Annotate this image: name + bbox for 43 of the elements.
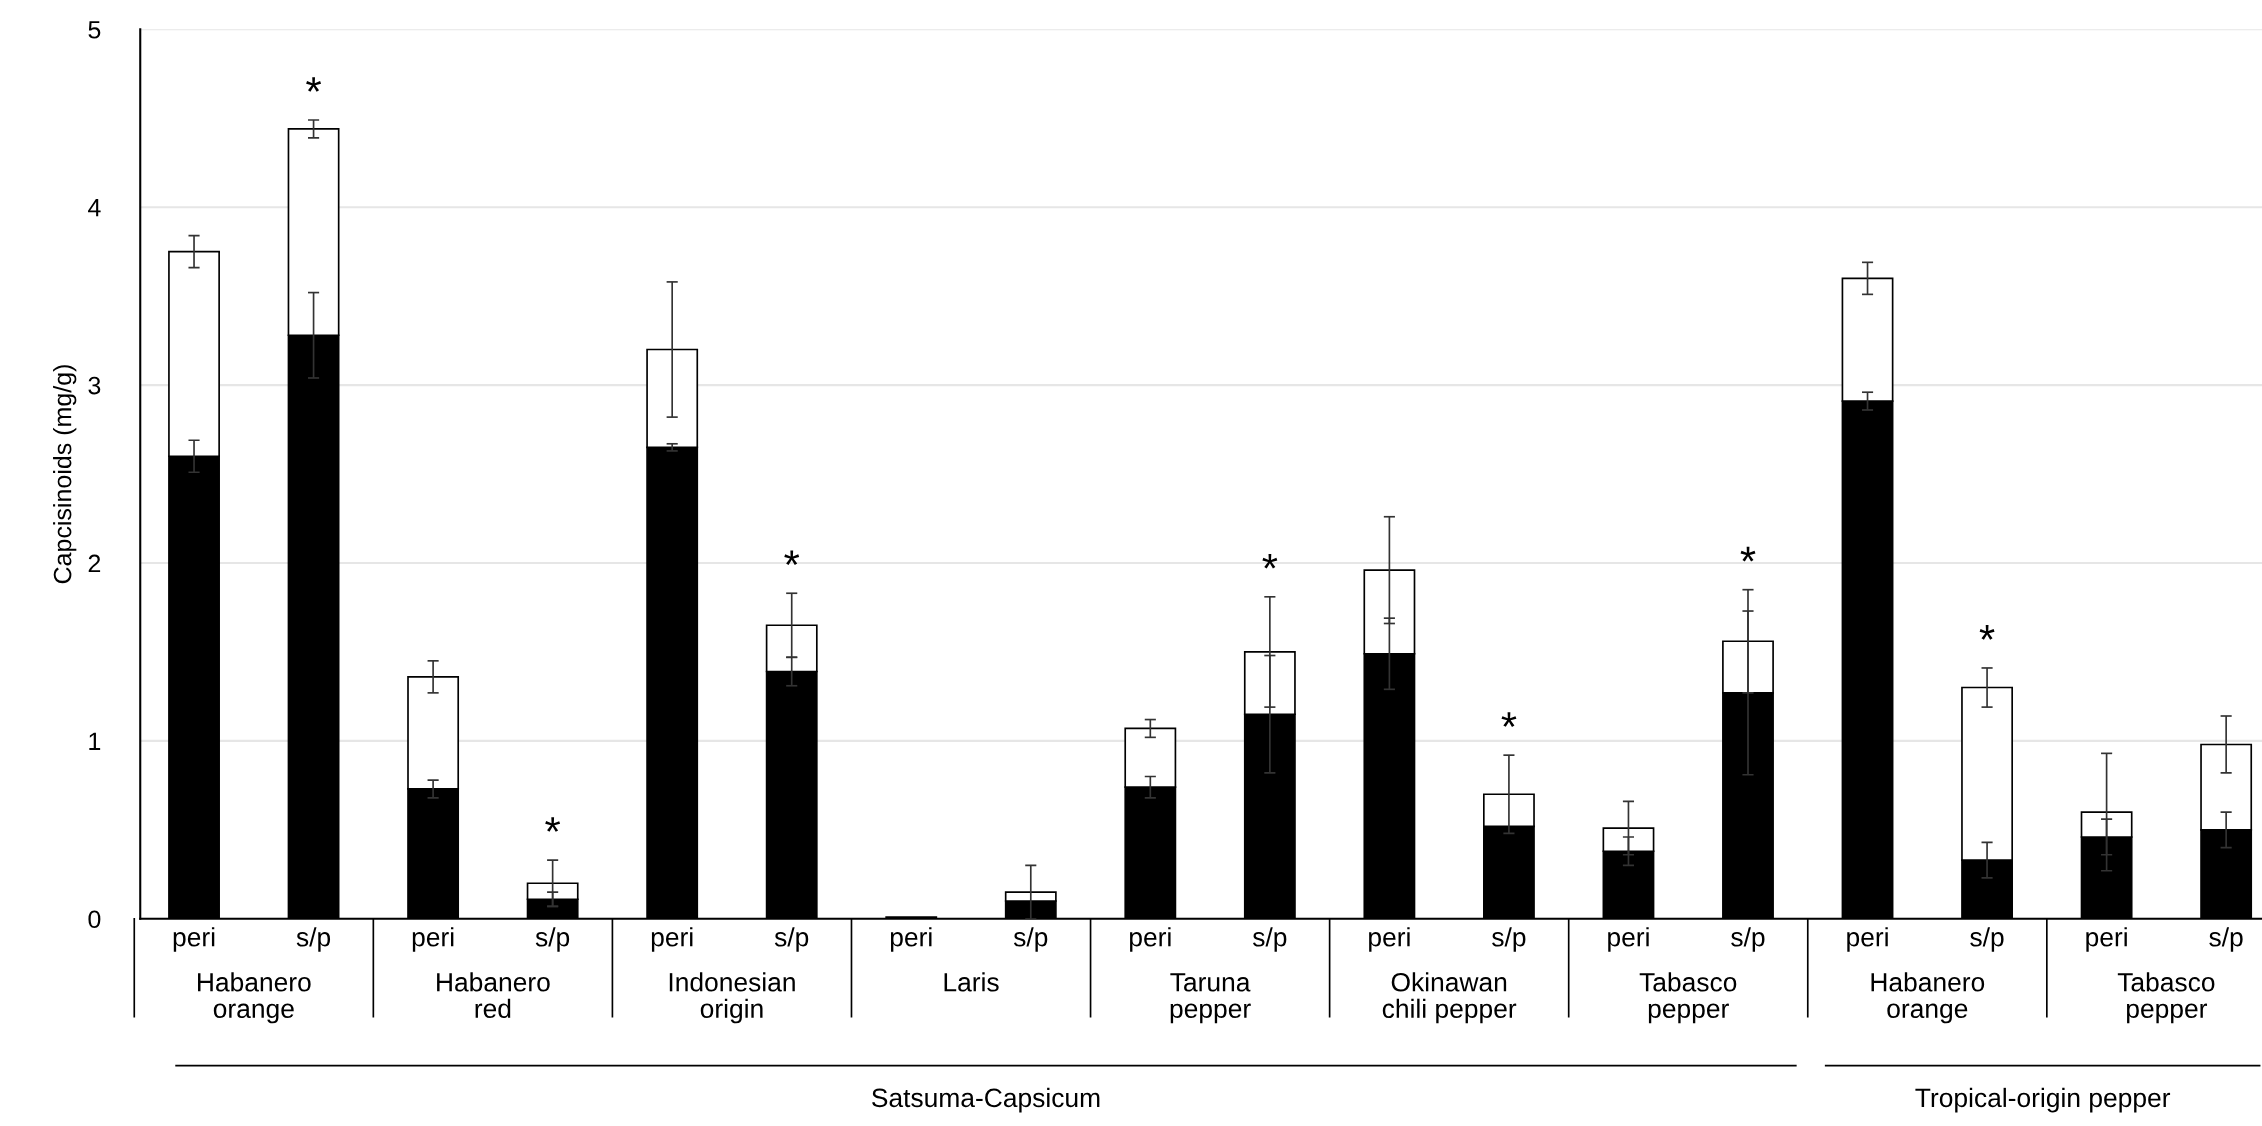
x-tick-label: peri [2086, 927, 2127, 952]
x-tick-label: peri [651, 927, 693, 952]
x-tick-label: s/p [2209, 927, 2243, 952]
text: Indonesian origin [669, 972, 795, 1024]
data-label: * [1979, 625, 1995, 640]
data-label: * [1740, 546, 1756, 562]
x-tick-label: s/p [774, 927, 809, 952]
data-label: * [1262, 553, 1278, 569]
text: Satsuma-Capsicum [872, 1087, 1100, 1113]
data-label: * [306, 77, 322, 92]
x-tick-label: s/p [1492, 927, 1526, 952]
text: Tabasco pepper [2117, 972, 2215, 1024]
x-tick-label: peri [1369, 927, 1410, 952]
x-tick-label: peri [412, 927, 454, 952]
text: Tropical-origin pepper [1915, 1087, 2171, 1113]
x-tick-label: peri [173, 927, 215, 952]
text: Habanero orange [198, 972, 311, 1024]
x-tick-label: s/p [1252, 927, 1287, 952]
text: Tabasco pepper [1639, 972, 1737, 1024]
y-tick-label: 2 [88, 554, 101, 573]
y-tick-label: 0 [88, 910, 101, 929]
y-tick-label: 5 [88, 21, 101, 39]
y-tick-label: 4 [88, 199, 101, 217]
data-label: * [545, 817, 561, 832]
text: Habanero red [437, 972, 550, 1019]
y-tick-label: 3 [88, 376, 101, 395]
text: Laris [944, 972, 999, 992]
data-label: * [784, 550, 800, 566]
x-tick-label: peri [1608, 927, 1649, 952]
text: Okinawan chili pepper [1382, 972, 1517, 1024]
x-tick-label: peri [890, 927, 932, 952]
text: Taruna pepper [1170, 973, 1251, 1024]
data-label: * [1501, 712, 1517, 727]
x-tick-label: s/p [1970, 927, 2004, 952]
x-tick-label: peri [1130, 927, 1171, 952]
x-tick-label: s/p [1731, 927, 1765, 952]
x-tick-label: s/p [1013, 927, 1048, 952]
x-tick-label: s/p [296, 927, 331, 952]
y-tick-label: 1 [89, 732, 101, 750]
x-tick-label: s/p [535, 927, 570, 952]
text: Habanero orange [1871, 972, 1985, 1024]
y-axis-title: Capcisinoids (mg/g) [53, 365, 77, 584]
x-tick-label: peri [1847, 927, 1888, 952]
